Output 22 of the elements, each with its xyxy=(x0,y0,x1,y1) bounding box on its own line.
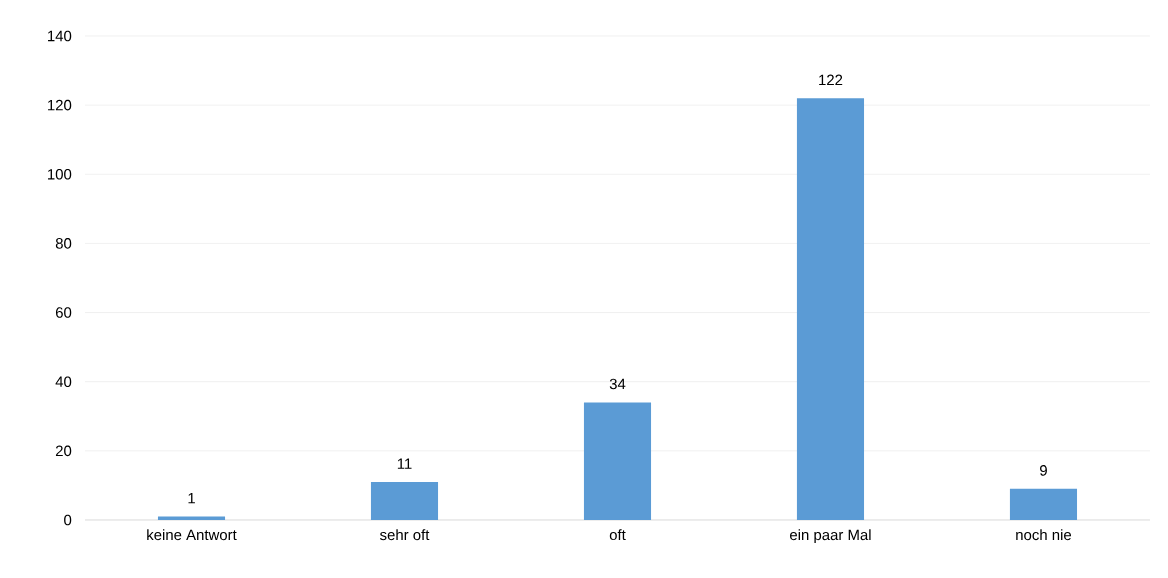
bar xyxy=(583,402,652,520)
x-tick-label: noch nie xyxy=(1016,529,1072,541)
y-tick-label: 60 xyxy=(55,307,72,318)
y-tick-label: 120 xyxy=(48,99,72,111)
bar xyxy=(796,98,865,520)
y-tick-label: 0 xyxy=(64,514,72,526)
data-label: 34 xyxy=(609,378,626,390)
x-tick-label: oft xyxy=(609,529,626,541)
x-tick-label: keine Antwort xyxy=(147,529,237,541)
y-tick-label: 20 xyxy=(55,445,72,457)
y-tick-label: 40 xyxy=(55,376,72,387)
y-tick-label: 140 xyxy=(48,30,72,42)
data-label: 9 xyxy=(1040,465,1047,476)
y-tick-label: 80 xyxy=(55,238,72,249)
data-label: 1 xyxy=(188,493,195,504)
data-label: 11 xyxy=(397,458,412,469)
x-tick-label: sehr oft xyxy=(380,529,430,541)
y-tick-label: 100 xyxy=(48,168,72,180)
bar xyxy=(370,481,439,520)
data-label: 122 xyxy=(819,74,843,86)
x-tick-label: ein paar Mal xyxy=(790,529,871,544)
bar xyxy=(1009,488,1078,520)
